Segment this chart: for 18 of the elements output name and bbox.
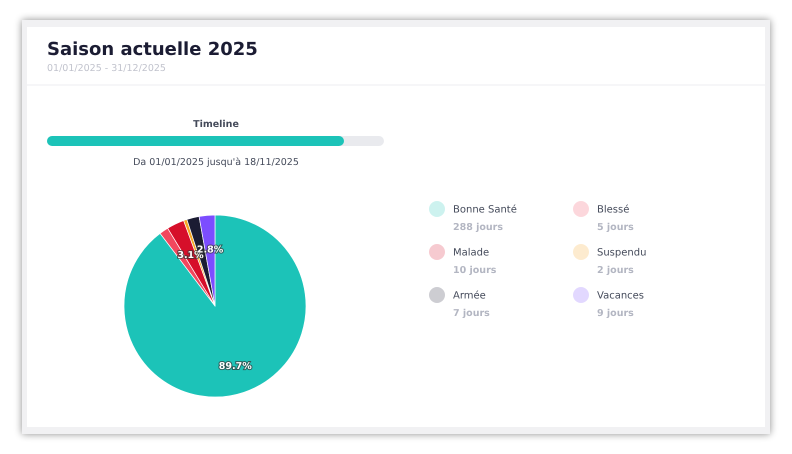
legend-label: Malade xyxy=(453,248,490,258)
chart-title: Saison actuelle 2025 xyxy=(47,39,258,60)
text: 288 jours xyxy=(453,222,504,233)
text: 5 jours xyxy=(597,222,634,233)
chart-subtitle: 01/01/2025 - 31/12/2025 xyxy=(47,63,166,74)
legend-label: Suspendu xyxy=(597,248,646,258)
legend-label: Blessé xyxy=(597,204,630,216)
legend-label: Armée xyxy=(453,290,486,302)
legend-label: Bonne Santé xyxy=(453,204,517,216)
text: 10 jours xyxy=(453,265,497,276)
text: 9 jours xyxy=(597,308,634,319)
text: Da 01/01/2025 jusqu'à 18/11/2025 xyxy=(133,157,299,168)
data-label: 89.7% xyxy=(218,360,252,372)
legend-label: Vacances xyxy=(597,290,644,302)
text: 2 jours xyxy=(597,265,634,276)
text: 7 jours xyxy=(453,308,490,319)
pie-slice xyxy=(124,214,306,398)
text: Timeline xyxy=(193,119,239,130)
